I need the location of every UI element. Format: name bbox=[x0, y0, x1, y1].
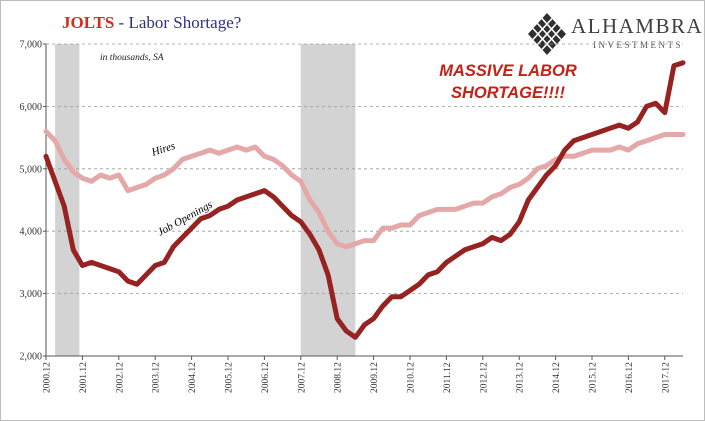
title-main: JOLTS bbox=[62, 13, 115, 32]
y-tick-label-3000: 3,000 bbox=[20, 289, 43, 300]
x-tick-label-2013.12: 2013.12 bbox=[516, 362, 526, 393]
annotation-line-1: MASSIVE LABOR bbox=[439, 62, 577, 80]
x-tick-label-2003.12: 2003.12 bbox=[152, 362, 162, 393]
series-line-hires bbox=[43, 128, 686, 250]
series-line-job-openings bbox=[43, 60, 686, 340]
x-tick-label-2008.12: 2008.12 bbox=[334, 362, 344, 393]
x-tick-label-2007.12: 2007.12 bbox=[297, 362, 307, 393]
y-tick-label-7000: 7,000 bbox=[20, 40, 43, 51]
x-tick-label-2001.12: 2001.12 bbox=[79, 362, 89, 393]
x-tick-label-2014.12: 2014.12 bbox=[552, 362, 562, 393]
hires-series-label: Hires bbox=[149, 140, 177, 159]
y-tick-label-6000: 6,000 bbox=[20, 102, 43, 113]
x-tick-label-2011.12: 2011.12 bbox=[443, 362, 453, 393]
x-tick-label-2009.12: 2009.12 bbox=[370, 362, 380, 393]
series-lines bbox=[43, 60, 686, 340]
x-tick-label-2000.12: 2000.12 bbox=[43, 362, 53, 393]
y-tick-label-5000: 5,000 bbox=[20, 164, 43, 175]
y-tick-labels: 2,000 3,000 4,000 5,000 6,000 7,000 bbox=[20, 40, 43, 363]
logo-name: ALHAMBRA bbox=[571, 14, 704, 38]
gridlines bbox=[46, 43, 683, 295]
x-tick-label-2017.12: 2017.12 bbox=[661, 362, 671, 393]
axes bbox=[43, 43, 683, 360]
x-tick-label-2002.12: 2002.12 bbox=[115, 362, 125, 393]
title-rest: Labor Shortage? bbox=[128, 13, 242, 32]
recession-band-1 bbox=[55, 44, 80, 356]
y-tick-label-4000: 4,000 bbox=[20, 227, 43, 238]
x-tick-label-2004.12: 2004.12 bbox=[188, 362, 198, 393]
x-tick-label-2015.12: 2015.12 bbox=[589, 362, 599, 393]
x-tick-labels: 2000.12 2001.12 2002.12 2003.12 2004.12 2005.… bbox=[43, 362, 672, 393]
logo-subtitle: INVESTMENTS bbox=[593, 40, 683, 50]
y-tick-label-2000: 2,000 bbox=[20, 352, 43, 363]
x-tick-label-2006.12: 2006.12 bbox=[261, 362, 271, 393]
x-tick-label-2016.12: 2016.12 bbox=[625, 362, 635, 393]
alhambra-logo: ALHAMBRA INVESTMENTS bbox=[527, 12, 705, 56]
diamond-lattice-icon bbox=[528, 13, 566, 55]
x-tick-label-2005.12: 2005.12 bbox=[225, 362, 235, 393]
x-tick-label-2012.12: 2012.12 bbox=[479, 362, 489, 393]
chart-title: JOLTS - Labor Shortage? bbox=[62, 13, 241, 33]
x-tick-label-2010.12: 2010.12 bbox=[407, 362, 417, 393]
annotation-line-2: SHORTAGE!!!! bbox=[451, 84, 565, 102]
title-separator: - bbox=[114, 13, 129, 32]
units-note: in thousands, SA bbox=[100, 53, 164, 63]
labor-shortage-annotation: MASSIVE LABOR SHORTAGE!!!! bbox=[428, 60, 588, 104]
